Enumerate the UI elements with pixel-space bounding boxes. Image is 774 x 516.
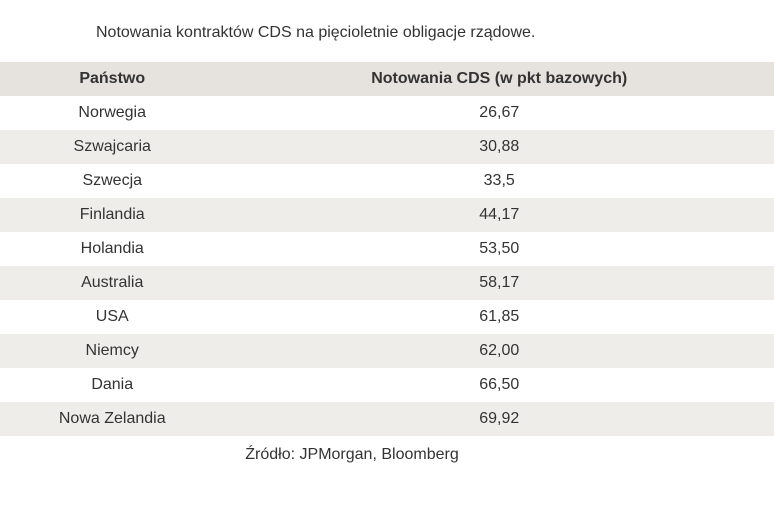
table-row: Finlandia 44,17 <box>0 198 774 232</box>
table-row: Szwajcaria 30,88 <box>0 130 774 164</box>
cell-cds: 69,92 <box>224 402 774 436</box>
cell-cds: 58,17 <box>224 266 774 300</box>
cell-country: Norwegia <box>0 96 224 130</box>
cds-table: Państwo Notowania CDS (w pkt bazowych) N… <box>0 62 774 436</box>
table-row: Niemcy 62,00 <box>0 334 774 368</box>
table-header-row: Państwo Notowania CDS (w pkt bazowych) <box>0 62 774 96</box>
table-row: USA 61,85 <box>0 300 774 334</box>
cell-country: Holandia <box>0 232 224 266</box>
table-row: Holandia 53,50 <box>0 232 774 266</box>
cell-cds: 44,17 <box>224 198 774 232</box>
table-row: Nowa Zelandia 69,92 <box>0 402 774 436</box>
cell-country: Szwecja <box>0 164 224 198</box>
cell-country: Dania <box>0 368 224 402</box>
col-header-country: Państwo <box>0 62 224 96</box>
cell-cds: 30,88 <box>224 130 774 164</box>
cell-cds: 61,85 <box>224 300 774 334</box>
table-row: Norwegia 26,67 <box>0 96 774 130</box>
cell-cds: 62,00 <box>224 334 774 368</box>
col-header-cds: Notowania CDS (w pkt bazowych) <box>224 62 774 96</box>
table-title: Notowania kontraktów CDS na pięcioletnie… <box>0 0 774 62</box>
table-footer-source: Źródło: JPMorgan, Bloomberg <box>0 436 774 464</box>
cell-cds: 26,67 <box>224 96 774 130</box>
cell-country: Szwajcaria <box>0 130 224 164</box>
cell-cds: 33,5 <box>224 164 774 198</box>
cell-country: Nowa Zelandia <box>0 402 224 436</box>
table-row: Szwecja 33,5 <box>0 164 774 198</box>
cell-country: USA <box>0 300 224 334</box>
cell-cds: 66,50 <box>224 368 774 402</box>
cell-country: Australia <box>0 266 224 300</box>
table-row: Dania 66,50 <box>0 368 774 402</box>
table-row: Australia 58,17 <box>0 266 774 300</box>
cell-cds: 53,50 <box>224 232 774 266</box>
cell-country: Finlandia <box>0 198 224 232</box>
cell-country: Niemcy <box>0 334 224 368</box>
